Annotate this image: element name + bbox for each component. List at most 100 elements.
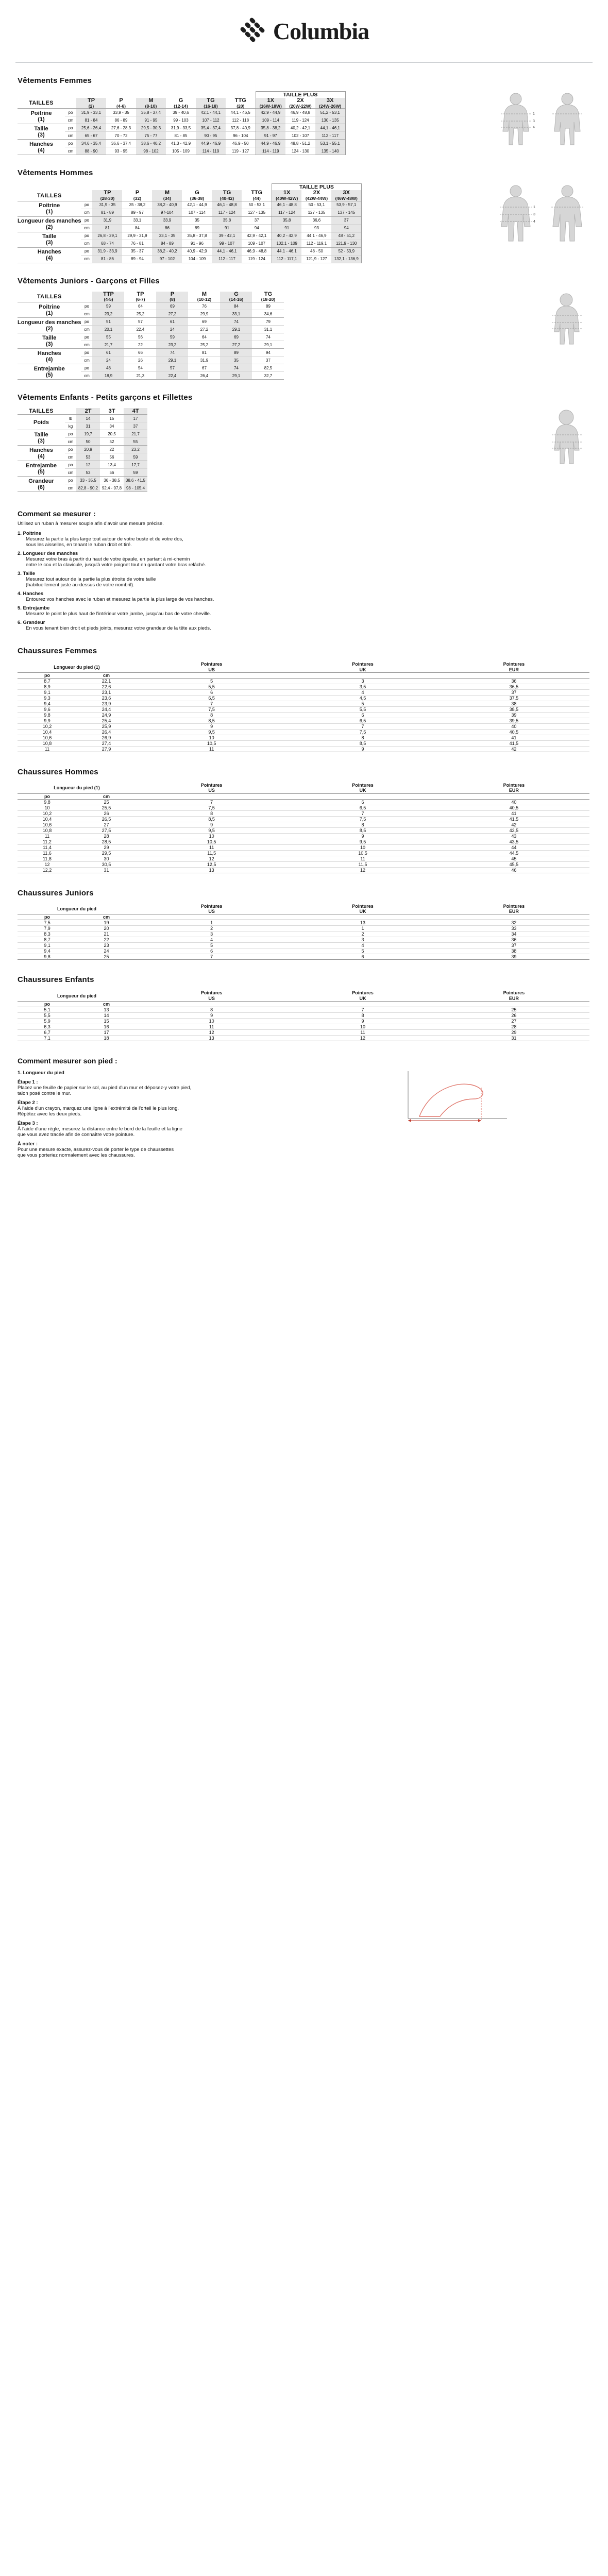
value-cell: 23,1 <box>77 689 136 696</box>
value-cell: 11,6 <box>18 850 77 856</box>
value-cell: 44 <box>438 844 589 851</box>
value-cell: 10,6 <box>18 735 77 741</box>
foot-measure-step-3: Étape 3 : À l'aide d'une règle, mesurez … <box>18 1121 589 1138</box>
value-cell: 10,6 <box>18 821 77 828</box>
value-cell: 64 <box>188 333 221 341</box>
value-cell: 10,2 <box>18 723 77 730</box>
value-cell: 31 <box>76 422 100 430</box>
table-row: cm 81 - 89 89 - 97 97-104 107 - 114 117 - 124… <box>18 208 362 217</box>
value-cell: 56 <box>100 453 124 461</box>
women-figures: 1 3 4 <box>494 91 589 168</box>
value-cell: 35,8 - 37,8 <box>182 231 212 240</box>
value-cell: 82,5 <box>252 364 284 372</box>
value-cell: 22,4 <box>156 371 189 380</box>
value-cell: 35 <box>220 356 252 364</box>
table-row: 9,6 24,4 7,5 5,5 38,5 <box>18 706 589 713</box>
unit-cell: cm <box>65 453 76 461</box>
value-cell: 41 <box>438 810 589 817</box>
table-row: 9,4 24 6 5 38 <box>18 948 589 954</box>
value-cell: 7,5 <box>287 816 438 822</box>
value-cell: 10 <box>136 1018 288 1024</box>
value-cell: 6 <box>136 689 288 696</box>
value-cell: 86 - 89 <box>106 116 136 124</box>
uk-group: Pointures UK <box>352 990 374 1001</box>
value-cell: 12 <box>18 861 77 868</box>
table-row: kg 31 34 37 <box>18 422 147 430</box>
unit-cell: cm <box>65 131 76 140</box>
value-cell: 29,1 <box>220 325 252 333</box>
size-col-P: P (4-6) <box>116 97 126 109</box>
table-row: cm 88 - 90 93 - 95 98 - 102 105 - 109 114 - 1… <box>18 147 346 155</box>
value-cell: 25,2 <box>188 341 221 349</box>
value-cell: 9,3 <box>18 695 77 701</box>
value-cell: 5,1 <box>18 1007 77 1013</box>
value-cell: 48 - 50 <box>301 247 332 256</box>
how-to-measure-list: 1. Poitrine Mesurez la partie la plus lar… <box>18 531 589 631</box>
value-cell: 91 <box>271 224 302 232</box>
table-row: 11,6 29,5 11,5 10,5 44,5 <box>18 850 589 856</box>
size-col-P: P (32) <box>133 190 142 201</box>
value-cell: 12 <box>287 1035 438 1041</box>
value-cell: 8,5 <box>287 740 438 747</box>
table-row: 5,5 14 9 8 26 <box>18 1012 589 1019</box>
value-cell: 13 <box>287 920 438 926</box>
value-cell: 9,9 <box>18 718 77 724</box>
size-col-TG: TG (40-42) <box>212 190 242 201</box>
foot-measure-title: Comment mesurer son pied : <box>18 1057 117 1065</box>
unit-cell: po <box>81 364 93 372</box>
value-cell: 35 - 38,2 <box>122 200 153 209</box>
kids-figures <box>543 408 589 485</box>
value-cell: 6,7 <box>18 1029 77 1036</box>
value-cell: 109 - 107 <box>242 239 272 248</box>
table-row: 12,2 31 13 12 46 <box>18 867 589 873</box>
value-cell: 98 - 102 <box>136 147 166 155</box>
unit-cell: cm <box>81 325 93 333</box>
value-cell: 32,7 <box>252 371 284 380</box>
value-cell: 51 <box>92 317 125 326</box>
value-cell: 6 <box>287 954 438 960</box>
how-to-step-desc: Mesurez le point le plus haut de l'intér… <box>26 611 211 617</box>
value-cell: 91 - 96 <box>182 239 212 248</box>
value-cell: 90 - 95 <box>196 131 226 140</box>
value-cell: 119 - 127 <box>226 147 256 155</box>
table-row: 10,6 27 9 8 42 <box>18 821 589 828</box>
value-cell: 35,8 - 37,4 <box>136 108 166 116</box>
value-cell: 30,5 <box>77 861 136 868</box>
value-cell: 91 - 97 <box>255 131 285 140</box>
value-cell: 65 - 67 <box>76 131 106 140</box>
plus-band-row: TAILLE PLUS <box>18 183 362 191</box>
table-row: 11,2 28,5 10,5 9,5 43,5 <box>18 838 589 845</box>
value-cell: 35,4 - 37,4 <box>196 124 226 132</box>
table-row: Hanches (4) po 31,9 - 33,9 35 - 37 38,2 - 40,… <box>18 247 362 263</box>
table-row: 9,8 25 7 6 39 <box>18 954 589 960</box>
svg-text:3: 3 <box>533 213 535 216</box>
table-row: Grandeur (6) po 33 - 35,5 36 - 38,5 38,6 - 41… <box>18 476 147 492</box>
unit-cell: cm <box>65 437 76 446</box>
kids-table-wrap: TAILLES 2T 3T 4T Poids lb 14 15 17 kg 31 34 37 Taille… <box>18 408 589 493</box>
section-title-shoes-juniors: Chaussures Juniors <box>18 888 94 897</box>
value-cell: 8,7 <box>18 937 77 943</box>
value-cell: 27,6 - 28,3 <box>106 124 136 132</box>
size-col-3X: 3X (24W-26W) <box>315 97 346 109</box>
value-cell: 43 <box>438 833 589 839</box>
value-cell: 79 <box>252 317 284 326</box>
value-cell: 6,5 <box>136 695 288 701</box>
table-row: Longueur des manches (2) po 51 57 61 69 74 79 <box>18 317 284 333</box>
value-cell: 42,1 - 44,1 <box>196 108 226 116</box>
foot-length-group: Longueur du pied (1) <box>54 785 100 791</box>
value-cell: 43,5 <box>438 838 589 845</box>
value-cell: 40,2 - 42,9 <box>271 231 302 240</box>
women-size-table: TAILLE PLUS TAILLES TP (2) P (4-6) M (8-10) G (12… <box>18 91 346 156</box>
shoe-sub-header: po cm <box>18 1001 589 1008</box>
value-cell: 6,3 <box>18 1024 77 1030</box>
value-cell: 9,4 <box>18 701 77 707</box>
value-cell: 10 <box>136 833 288 839</box>
value-cell: 42 <box>438 821 589 828</box>
svg-text:4: 4 <box>533 126 535 129</box>
value-cell: 5 <box>287 701 438 707</box>
shoes-women-wrap: Longueur du pied (1) Pointures US Pointures… <box>18 662 589 753</box>
table-row: Taille (3) po 55 56 59 64 69 74 <box>18 333 284 349</box>
value-cell: 70 - 72 <box>106 131 136 140</box>
how-to-step: 5. Entrejambe Mesurez le point le plus ha… <box>18 605 589 617</box>
value-cell: 29,5 - 30,3 <box>136 124 166 132</box>
